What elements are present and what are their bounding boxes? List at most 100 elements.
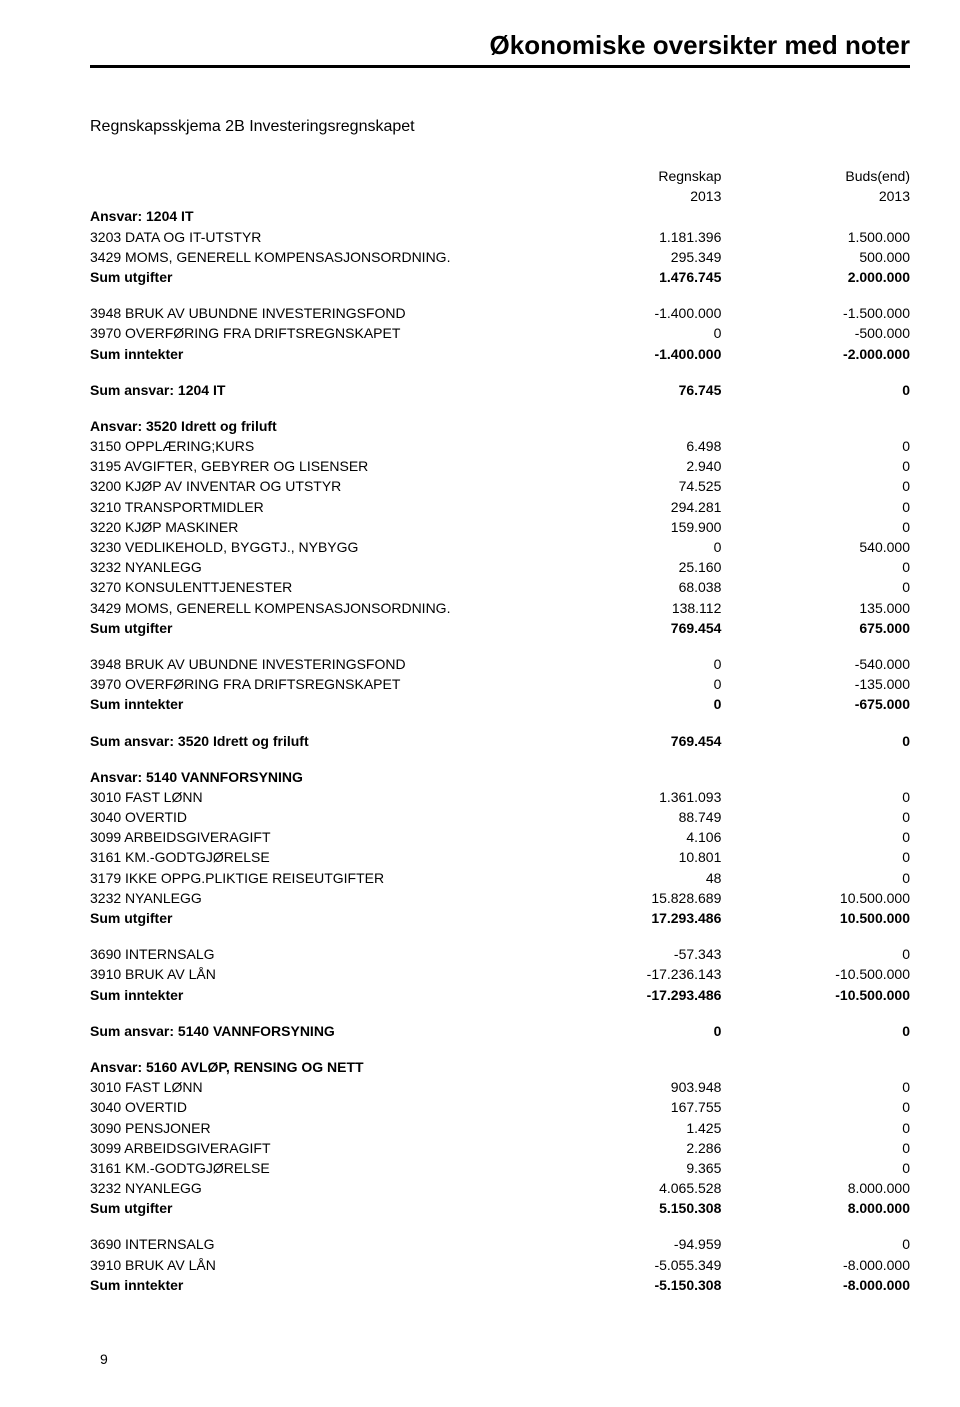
row-value: 0: [721, 497, 910, 517]
row-label: 3910 BRUK AV LÅN: [90, 964, 541, 984]
row-label: Sum ansvar: 1204 IT: [90, 380, 541, 400]
row-value: 2.940: [541, 456, 721, 476]
row-label: Ansvar: 3520 Idrett og friluft: [90, 416, 541, 436]
row-label: 3099 ARBEIDSGIVERAGIFT: [90, 827, 541, 847]
page-number: 9: [100, 1351, 910, 1367]
row-value: 675.000: [721, 618, 910, 638]
row-value: -5.150.308: [541, 1275, 721, 1295]
row-label: 3948 BRUK AV UBUNDNE INVESTERINGSFOND: [90, 654, 541, 674]
row-value: 0: [541, 323, 721, 343]
row-value: 0: [721, 436, 910, 456]
row-label: 3150 OPPLÆRING;KURS: [90, 436, 541, 456]
row-value: 0: [541, 1021, 721, 1041]
row-value: [721, 767, 910, 787]
row-value: 540.000: [721, 537, 910, 557]
row-label: [90, 166, 541, 186]
row-label: Ansvar: 1204 IT: [90, 206, 541, 226]
row-value: 0: [541, 694, 721, 714]
row-label: 3232 NYANLEGG: [90, 1178, 541, 1198]
row-label: 3232 NYANLEGG: [90, 888, 541, 908]
row-value: 2013: [721, 186, 910, 206]
row-value: 10.500.000: [721, 888, 910, 908]
row-value: 15.828.689: [541, 888, 721, 908]
row-label: 3970 OVERFØRING FRA DRIFTSREGNSKAPET: [90, 323, 541, 343]
row-value: 4.106: [541, 827, 721, 847]
row-value: 68.038: [541, 577, 721, 597]
row-value: 10.500.000: [721, 908, 910, 928]
row-value: -135.000: [721, 674, 910, 694]
row-value: Regnskap: [541, 166, 721, 186]
row-value: 0: [721, 517, 910, 537]
row-value: -1.500.000: [721, 303, 910, 323]
row-label: Sum ansvar: 3520 Idrett og friluft: [90, 731, 541, 751]
row-value: 88.749: [541, 807, 721, 827]
row-value: 0: [721, 1077, 910, 1097]
row-value: -8.000.000: [721, 1275, 910, 1295]
row-value: 135.000: [721, 598, 910, 618]
row-value: -10.500.000: [721, 964, 910, 984]
row-value: 0: [721, 1118, 910, 1138]
row-value: 295.349: [541, 247, 721, 267]
row-label: 3010 FAST LØNN: [90, 787, 541, 807]
row-value: 0: [541, 674, 721, 694]
row-label: 3970 OVERFØRING FRA DRIFTSREGNSKAPET: [90, 674, 541, 694]
row-value: [541, 206, 721, 226]
row-value: [721, 416, 910, 436]
row-label: 3179 IKKE OPPG.PLIKTIGE REISEUTGIFTER: [90, 868, 541, 888]
row-label: 3948 BRUK AV UBUNDNE INVESTERINGSFOND: [90, 303, 541, 323]
row-value: 2.286: [541, 1138, 721, 1158]
row-value: [721, 206, 910, 226]
row-value: 0: [721, 1021, 910, 1041]
financial-table: RegnskapBuds(end)20132013Ansvar: 1204 IT…: [90, 166, 910, 1311]
row-value: 76.745: [541, 380, 721, 400]
row-label: 3161 KM.-GODTGJØRELSE: [90, 1158, 541, 1178]
row-value: 138.112: [541, 598, 721, 618]
row-value: 0: [721, 787, 910, 807]
row-label: Sum utgifter: [90, 1198, 541, 1218]
row-label: 3010 FAST LØNN: [90, 1077, 541, 1097]
row-label: 3690 INTERNSALG: [90, 944, 541, 964]
row-label: 3099 ARBEIDSGIVERAGIFT: [90, 1138, 541, 1158]
row-value: [541, 767, 721, 787]
row-value: 1.425: [541, 1118, 721, 1138]
row-value: 500.000: [721, 247, 910, 267]
row-value: 0: [721, 577, 910, 597]
row-value: -5.055.349: [541, 1255, 721, 1275]
row-value: 74.525: [541, 476, 721, 496]
row-label: 3220 KJØP MASKINER: [90, 517, 541, 537]
row-value: -17.293.486: [541, 985, 721, 1005]
row-label: 3232 NYANLEGG: [90, 557, 541, 577]
row-value: 0: [721, 557, 910, 577]
row-value: 0: [721, 1138, 910, 1158]
row-value: [721, 1057, 910, 1077]
row-value: 294.281: [541, 497, 721, 517]
row-value: -500.000: [721, 323, 910, 343]
row-value: 0: [721, 731, 910, 751]
row-label: 3040 OVERTID: [90, 1097, 541, 1117]
row-value: 769.454: [541, 618, 721, 638]
row-value: 0: [721, 476, 910, 496]
row-value: 4.065.528: [541, 1178, 721, 1198]
row-value: 8.000.000: [721, 1178, 910, 1198]
row-value: 0: [721, 807, 910, 827]
row-value: 17.293.486: [541, 908, 721, 928]
row-value: 0: [721, 456, 910, 476]
row-value: 6.498: [541, 436, 721, 456]
row-label: Sum utgifter: [90, 908, 541, 928]
row-value: -57.343: [541, 944, 721, 964]
row-value: 0: [721, 944, 910, 964]
row-value: 2013: [541, 186, 721, 206]
row-value: 8.000.000: [721, 1198, 910, 1218]
row-label: 3429 MOMS, GENERELL KOMPENSASJONSORDNING…: [90, 598, 541, 618]
row-label: 3195 AVGIFTER, GEBYRER OG LISENSER: [90, 456, 541, 476]
section-title: Regnskapsskjema 2B Investeringsregnskape…: [90, 118, 910, 136]
row-value: 0: [721, 1234, 910, 1254]
row-value: 0: [721, 380, 910, 400]
row-label: Sum ansvar: 5140 VANNFORSYNING: [90, 1021, 541, 1041]
row-label: 3200 KJØP AV INVENTAR OG UTSTYR: [90, 476, 541, 496]
row-label: Sum inntekter: [90, 1275, 541, 1295]
row-label: 3429 MOMS, GENERELL KOMPENSASJONSORDNING…: [90, 247, 541, 267]
row-value: Buds(end): [721, 166, 910, 186]
row-value: -540.000: [721, 654, 910, 674]
row-label: 3210 TRANSPORTMIDLER: [90, 497, 541, 517]
